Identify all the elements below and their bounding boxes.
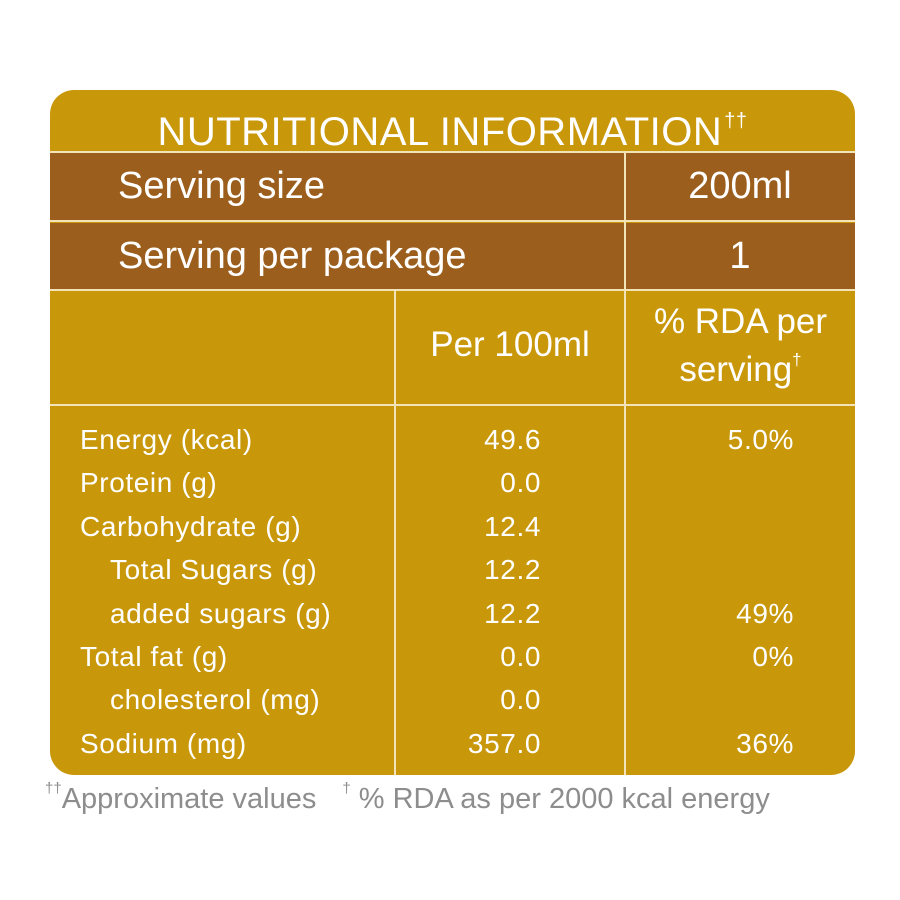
- nutrient-per100: 12.2: [484, 597, 541, 629]
- nutrient-list: Energy (kcal) 49.6 5.0% Protein (g) 0.0 …: [50, 418, 855, 765]
- nutrient-row: Total Sugars (g) 12.2: [50, 548, 855, 591]
- nutrient-row: cholesterol (mg) 0.0: [50, 678, 855, 721]
- nutrient-row: Sodium (mg) 357.0 36%: [50, 722, 855, 765]
- nutrient-per100: 0.0: [500, 467, 541, 499]
- title-footnote-mark: ††: [724, 110, 748, 132]
- serving-size-label: Serving size: [118, 165, 325, 207]
- nutrient-row: Carbohydrate (g) 12.4: [50, 505, 855, 548]
- serving-per-package-row: Serving per package 1: [50, 223, 855, 289]
- nutrient-per100: 12.4: [484, 510, 541, 542]
- footnote: ††Approximate values † % RDA as per 2000 …: [45, 780, 770, 816]
- divider: [50, 151, 855, 153]
- rda-footnote-mark: †: [792, 350, 802, 369]
- rda-header: % RDA per serving†: [626, 303, 855, 389]
- nutrient-name: Carbohydrate (g): [80, 510, 302, 542]
- nutrient-per100: 357.0: [467, 727, 541, 759]
- serving-per-package-value: 1: [729, 235, 751, 277]
- rda-header-line2: serving†: [626, 341, 855, 389]
- nutrient-per100: 0.0: [500, 640, 541, 672]
- nutrition-title: NUTRITIONAL INFORMATION ††: [50, 90, 855, 154]
- footnote-rda-text: % RDA as per 2000 kcal energy: [350, 783, 770, 815]
- footnote-approx-text: Approximate values: [61, 783, 317, 815]
- nutrient-name: Sodium (mg): [80, 727, 247, 759]
- nutrient-name: cholesterol (mg): [110, 684, 321, 716]
- divider: [50, 289, 855, 291]
- rda-header-serving: serving: [679, 350, 793, 389]
- nutrition-panel: NUTRITIONAL INFORMATION †† Serving size 2…: [50, 90, 855, 775]
- per-100ml-header: Per 100ml: [430, 325, 590, 364]
- footnote-mark-rda: †: [342, 780, 351, 797]
- nutrient-rda: 0%: [752, 640, 794, 672]
- nutrient-name: Total fat (g): [80, 640, 228, 672]
- footnote-mark-approx: ††: [45, 780, 62, 797]
- nutrient-rda: 36%: [736, 727, 794, 759]
- nutrient-per100: 0.0: [500, 684, 541, 716]
- nutrient-row: Energy (kcal) 49.6 5.0%: [50, 418, 855, 461]
- title-text: NUTRITIONAL INFORMATION: [157, 110, 723, 154]
- rda-header-line1: % RDA per: [653, 302, 828, 341]
- serving-per-package-label: Serving per package: [118, 235, 467, 277]
- column-divider: [394, 290, 396, 775]
- nutrient-name: Total Sugars (g): [110, 554, 318, 586]
- nutrient-row: Protein (g) 0.0: [50, 461, 855, 504]
- nutrient-name: added sugars (g): [110, 597, 332, 629]
- nutrient-per100: 49.6: [484, 424, 541, 455]
- nutrient-row: Total fat (g) 0.0 0%: [50, 635, 855, 678]
- serving-size-value: 200ml: [688, 165, 792, 207]
- nutrient-per100: 12.2: [484, 554, 541, 586]
- nutrient-rda: 5.0%: [727, 424, 794, 455]
- serving-size-row: Serving size 200ml: [50, 152, 855, 220]
- nutrient-name: Energy (kcal): [80, 424, 253, 455]
- nutrient-rda: 49%: [736, 597, 794, 629]
- nutrient-row: added sugars (g) 12.2 49%: [50, 592, 855, 635]
- column-divider: [624, 152, 626, 775]
- divider: [50, 404, 855, 406]
- nutrient-name: Protein (g): [80, 467, 218, 499]
- divider: [50, 220, 855, 222]
